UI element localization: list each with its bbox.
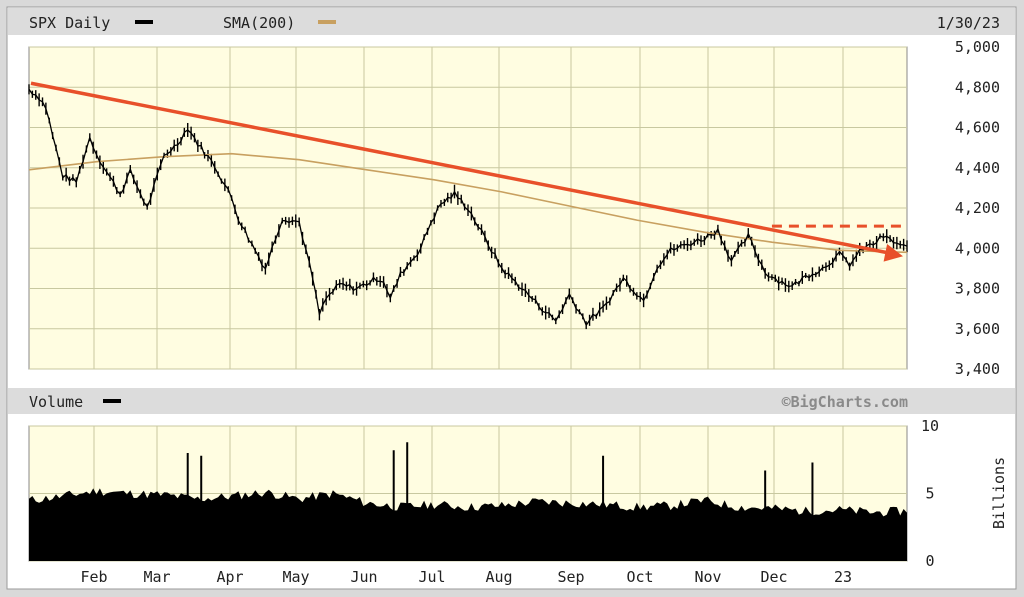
price-y-tick-label: 4,800 bbox=[955, 78, 1000, 96]
downtrend-arrowhead bbox=[883, 243, 903, 262]
volume-y-label: Billions bbox=[990, 457, 1008, 529]
x-tick-label: Aug bbox=[485, 568, 512, 586]
price-y-tick-label: 5,000 bbox=[955, 38, 1000, 56]
x-tick-label: Nov bbox=[694, 568, 721, 586]
x-tick-label: Feb bbox=[80, 568, 107, 586]
volume-spikes bbox=[186, 442, 814, 561]
x-tick-label: Sep bbox=[557, 568, 584, 586]
credit-label: ©BigCharts.com bbox=[782, 393, 908, 411]
price-y-tick-label: 3,600 bbox=[955, 320, 1000, 338]
price-y-tick-label: 3,400 bbox=[955, 360, 1000, 378]
price-y-tick-label: 4,600 bbox=[955, 119, 1000, 137]
price-y-tick-label: 4,000 bbox=[955, 239, 1000, 257]
x-tick-label: Mar bbox=[143, 568, 170, 586]
volume-area bbox=[29, 488, 907, 561]
x-tick-label: Jul bbox=[418, 568, 445, 586]
volume-swatch bbox=[103, 399, 121, 403]
sma-swatch bbox=[318, 20, 336, 24]
x-tick-label: Jun bbox=[350, 568, 377, 586]
symbol-swatch bbox=[135, 20, 153, 24]
volume-y-tick-label: 0 bbox=[925, 552, 934, 570]
downtrend-line bbox=[30, 81, 894, 256]
price-y-tick-label: 4,200 bbox=[955, 199, 1000, 217]
price-y-tick-label: 4,400 bbox=[955, 159, 1000, 177]
date-label: 1/30/23 bbox=[937, 14, 1000, 32]
volume-y-tick-label: 10 bbox=[921, 417, 939, 435]
price-y-axis: 5,000 4,800 4,600 4,400 4,200 4,000 3,800 3,600… bbox=[955, 38, 1000, 378]
price-header-bar bbox=[8, 8, 1015, 35]
x-tick-label: 23 bbox=[834, 568, 852, 586]
volume-label: Volume bbox=[29, 393, 83, 411]
volume-header-bar bbox=[8, 388, 1015, 414]
price-line bbox=[28, 88, 908, 327]
x-tick-label: May bbox=[282, 568, 309, 586]
price-grid bbox=[29, 46, 907, 370]
x-tick-label: Apr bbox=[216, 568, 243, 586]
symbol-label: SPX Daily bbox=[29, 14, 110, 32]
x-tick-label: Oct bbox=[626, 568, 653, 586]
sma-label: SMA(200) bbox=[223, 14, 295, 32]
price-y-tick-label: 3,800 bbox=[955, 280, 1000, 298]
x-axis: Feb Mar Apr May Jun Jul Aug Sep Oct Nov Dec 23 bbox=[80, 568, 852, 586]
x-tick-label: Dec bbox=[760, 568, 787, 586]
sma-line bbox=[28, 152, 908, 254]
volume-y-axis: 10 5 0 bbox=[921, 417, 939, 570]
volume-y-tick-label: 5 bbox=[925, 485, 934, 503]
